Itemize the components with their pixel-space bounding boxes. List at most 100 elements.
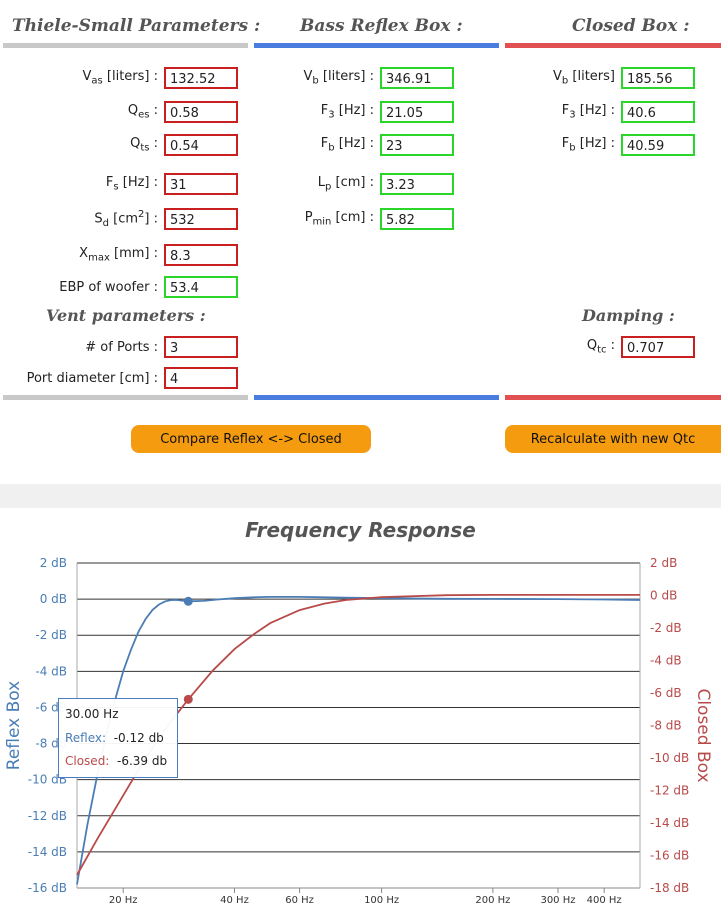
- qes-row: Qes : 0.58: [0, 100, 238, 124]
- qtc-label: Qtc :: [586, 338, 615, 356]
- closed-vb-label: Vb [liters]: [553, 69, 615, 87]
- x-tick-label: 400 Hz: [587, 895, 622, 906]
- tooltip-reflex-label: Reflex:: [65, 731, 107, 745]
- tooltip-frequency: 30.00 Hz: [65, 707, 119, 721]
- y-left-tick-label: 0 dB: [40, 592, 67, 606]
- qtc-row: Qtc : 0.707: [505, 335, 695, 359]
- closed-vb-row: Vb [liters] 185.56: [505, 66, 695, 90]
- y-right-tick-label: -8 dB: [650, 719, 682, 733]
- reflex-pmin-label: Pmin [cm] :: [304, 210, 374, 228]
- y-left-tick-label: -16 dB: [28, 881, 67, 895]
- closed-f3-label: F3 [Hz] :: [561, 103, 615, 121]
- tooltip-closed: Closed: -6.39 db: [65, 750, 171, 773]
- damping-title: Damping :: [582, 306, 675, 325]
- y-right-tick-label: 0 dB: [650, 589, 677, 603]
- qts-input[interactable]: 0.54: [164, 134, 238, 156]
- sd-row: Sd [cm2] : 532: [0, 207, 238, 231]
- chart-tooltip: 30.00 Hz Reflex: -0.12 db Closed: -6.39 …: [58, 698, 178, 778]
- xmax-label: Xmax [mm] :: [79, 246, 158, 264]
- vas-row: Vas [liters] : 132.52: [0, 66, 238, 90]
- ts-bottom-divider: [3, 395, 248, 400]
- ebp-row: EBP of woofer : 53.4: [0, 275, 238, 299]
- y-right-tick-label: -14 dB: [650, 816, 689, 830]
- y-left-tick-label: -10 dB: [28, 773, 67, 787]
- fs-input[interactable]: 31: [164, 173, 238, 195]
- y-right-tick-label: 2 dB: [650, 556, 677, 570]
- port-diameter-input[interactable]: 4: [164, 367, 238, 389]
- reflex-vb-label: Vb [liters] :: [303, 69, 375, 87]
- closed-bottom-divider: [505, 395, 721, 400]
- vas-input[interactable]: 132.52: [164, 67, 238, 89]
- closed-divider: [505, 43, 721, 48]
- sd-label: Sd [cm2] :: [94, 209, 158, 229]
- tooltip-reflex-value: -0.12 db: [113, 731, 164, 745]
- x-tick-label: 20 Hz: [109, 895, 138, 906]
- reflex-lp-row: Lp [cm] : 3.23: [254, 172, 454, 196]
- reflex-box-title: Bass Reflex Box :: [300, 16, 463, 36]
- compare-button[interactable]: Compare Reflex <-> Closed: [131, 425, 371, 453]
- reflex-vb-output: 346.91: [380, 67, 454, 89]
- fs-row: Fs [Hz] : 31: [0, 172, 238, 196]
- reflex-bottom-divider: [254, 395, 499, 400]
- reflex-f3-output: 21.05: [380, 101, 454, 123]
- tooltip-closed-label: Closed:: [65, 754, 110, 768]
- y-right-tick-label: -12 dB: [650, 784, 689, 798]
- y-right-tick-label: -6 dB: [650, 686, 682, 700]
- tooltip-closed-value: -6.39 db: [117, 754, 168, 768]
- closed-f3-row: F3 [Hz] : 40.6: [505, 100, 695, 124]
- closed-f3-output: 40.6: [621, 101, 695, 123]
- y-right-tick-label: -2 dB: [650, 621, 682, 635]
- ts-divider: [3, 43, 248, 48]
- reflex-f3-label: F3 [Hz] :: [320, 103, 374, 121]
- x-tick-label: 40 Hz: [220, 895, 249, 906]
- qtc-input[interactable]: 0.707: [621, 336, 695, 358]
- tooltip-reflex: Reflex: -0.12 db: [65, 727, 171, 750]
- y-left-tick-label: -4 dB: [35, 664, 67, 678]
- section-gap: [0, 484, 721, 508]
- reflex-lp-output: 3.23: [380, 173, 454, 195]
- y-right-tick-label: -16 dB: [650, 849, 689, 863]
- reflex-pmin-output: 5.82: [380, 208, 454, 230]
- reflex-fb-label: Fb [Hz] :: [320, 136, 374, 154]
- fs-label: Fs [Hz] :: [105, 175, 158, 193]
- reflex-pmin-row: Pmin [cm] : 5.82: [254, 207, 454, 231]
- ports-row: # of Ports : 3: [0, 335, 238, 359]
- vent-params-title: Vent parameters :: [46, 306, 206, 325]
- highlight-point-closed: [183, 694, 193, 704]
- calculator-panel: Thiele-Small Parameters : Bass Reflex Bo…: [0, 16, 721, 453]
- y-right-tick-label: -10 dB: [650, 751, 689, 765]
- x-tick-label: 300 Hz: [540, 895, 575, 906]
- vas-label: Vas [liters] :: [82, 69, 158, 87]
- ebp-output: 53.4: [164, 276, 238, 298]
- y-right-tick-label: -4 dB: [650, 654, 682, 668]
- closed-fb-row: Fb [Hz] : 40.59: [505, 133, 695, 157]
- ports-input[interactable]: 3: [164, 336, 238, 358]
- reflex-f3-row: F3 [Hz] : 21.05: [254, 100, 454, 124]
- port-diameter-label: Port diameter [cm] :: [26, 370, 158, 386]
- y-left-tick-label: -12 dB: [28, 809, 67, 823]
- xmax-input[interactable]: 8.3: [164, 244, 238, 266]
- x-tick-label: 100 Hz: [364, 895, 399, 906]
- qes-input[interactable]: 0.58: [164, 101, 238, 123]
- xmax-row: Xmax [mm] : 8.3: [0, 243, 238, 267]
- qes-label: Qes :: [127, 103, 158, 121]
- ts-params-title: Thiele-Small Parameters :: [12, 16, 261, 36]
- recalculate-button[interactable]: Recalculate with new Qtc: [505, 425, 721, 453]
- x-tick-label: 60 Hz: [285, 895, 314, 906]
- qts-label: Qts :: [130, 136, 158, 154]
- y-left-tick-label: -14 dB: [28, 845, 67, 859]
- y-right-tick-label: -18 dB: [650, 881, 689, 895]
- reflex-vb-row: Vb [liters] : 346.91: [254, 66, 454, 90]
- ebp-label: EBP of woofer :: [59, 279, 158, 295]
- sd-input[interactable]: 532: [164, 208, 238, 230]
- ports-label: # of Ports :: [85, 339, 158, 355]
- reflex-divider: [254, 43, 499, 48]
- y-left-tick-label: -2 dB: [35, 628, 67, 642]
- y-right-axis-title: Closed Box: [693, 688, 713, 782]
- reflex-lp-label: Lp [cm] :: [317, 175, 374, 193]
- closed-fb-label: Fb [Hz] :: [561, 136, 615, 154]
- reflex-fb-row: Fb [Hz] : 23: [254, 133, 454, 157]
- x-tick-label: 200 Hz: [475, 895, 510, 906]
- qts-row: Qts : 0.54: [0, 133, 238, 157]
- closed-vb-output: 185.56: [621, 67, 695, 89]
